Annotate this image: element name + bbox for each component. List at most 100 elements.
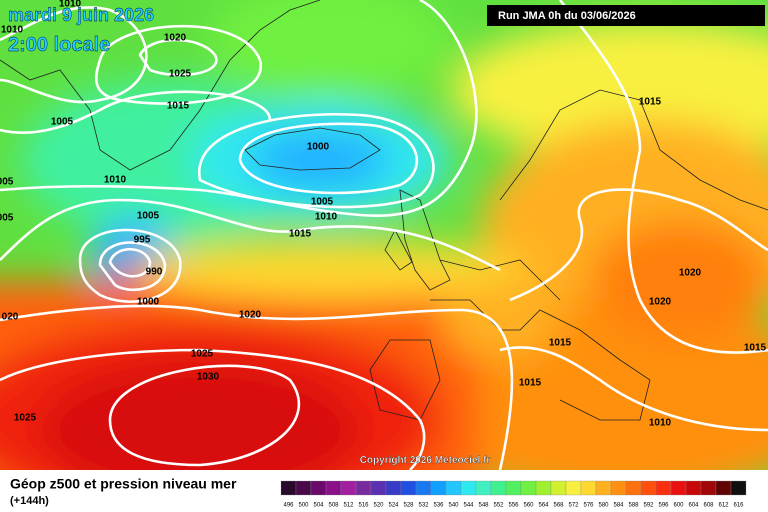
scale-label: 508 — [328, 503, 339, 509]
scale-label: 532 — [418, 503, 429, 509]
scale-label: 572 — [568, 503, 579, 509]
scale-label: 500 — [298, 503, 309, 509]
isobar-label: 1005 — [51, 117, 74, 128]
scale-label: 516 — [358, 503, 369, 509]
isobar-label: 005 — [0, 177, 14, 188]
scale-label: 568 — [553, 503, 564, 509]
scale-swatch — [475, 480, 492, 496]
scale-label: 512 — [343, 503, 354, 509]
scale-label: 584 — [613, 503, 624, 509]
scale-swatch — [385, 480, 402, 496]
scale-label: 576 — [583, 503, 594, 509]
scale-swatch — [370, 480, 387, 496]
scale-label: 524 — [388, 503, 399, 509]
scale-swatch — [295, 480, 312, 496]
scale-label: 520 — [373, 503, 384, 509]
time-label: 2:00 locale — [8, 34, 110, 56]
scale-swatch — [685, 480, 702, 496]
isobar-label: 1015 — [289, 229, 312, 240]
scale-swatch — [715, 480, 732, 496]
scale-swatch — [520, 480, 537, 496]
isobar-label: 1010 — [104, 175, 127, 186]
scale-label: 496 — [283, 503, 294, 509]
scale-swatch — [670, 480, 687, 496]
isobar-label: 1020 — [164, 33, 187, 44]
scale-swatch — [490, 480, 507, 496]
scale-label: 616 — [733, 503, 744, 509]
isobar-label: 1010 — [59, 0, 82, 10]
isobar-label: 1025 — [169, 69, 192, 80]
isobar-label: 1025 — [14, 413, 37, 424]
scale-label: 600 — [673, 503, 684, 509]
run-label: Run JMA 0h du 03/06/2026 — [498, 10, 636, 22]
isobar-label: 1015 — [744, 343, 767, 354]
scale-label: 604 — [688, 503, 699, 509]
isobar-label: 1015 — [549, 338, 572, 349]
scale-swatch — [415, 480, 432, 496]
isobar-label: 995 — [134, 235, 151, 246]
isobar-label: 1030 — [197, 372, 220, 383]
copyright: Copyright 2026 Meteociel.fr — [360, 455, 491, 466]
scale-label: 556 — [508, 503, 519, 509]
scale-swatch — [640, 480, 657, 496]
scale-swatch — [700, 480, 717, 496]
scale-label: 612 — [718, 503, 729, 509]
isobar-label: 1010 — [649, 418, 672, 429]
isobar-label: 1020 — [239, 310, 262, 321]
footer-title: Géop z500 et pression niveau mer — [10, 476, 237, 492]
scale-label: 552 — [493, 503, 504, 509]
scale-swatch — [325, 480, 342, 496]
scale-label: 548 — [478, 503, 489, 509]
scale-swatch — [595, 480, 612, 496]
scale-label: 536 — [433, 503, 444, 509]
scale-label: 588 — [628, 503, 639, 509]
isobar-label: 1005 — [311, 197, 334, 208]
isobar-label: 1020 — [679, 268, 702, 279]
scale-swatch — [430, 480, 447, 496]
isobar-label: 1020 — [649, 297, 672, 308]
run-box — [487, 5, 765, 26]
scale-swatch — [610, 480, 627, 496]
scale-swatch — [505, 480, 522, 496]
isobar-label: 1015 — [167, 101, 190, 112]
scale-swatch — [730, 480, 747, 496]
scale-swatch — [655, 480, 672, 496]
isobar-labels: 1010 1010 1020 1025 1015 1005 1010 005 005 1000 10… — [0, 0, 767, 429]
isobar-label: 1015 — [639, 97, 662, 108]
scale-swatch — [460, 480, 477, 496]
scale-swatch — [550, 480, 567, 496]
scale-swatch — [565, 480, 582, 496]
date-label: mardi 9 juin 2026 — [8, 5, 154, 25]
scale-swatch — [340, 480, 357, 496]
isobars — [0, 0, 768, 470]
isobar-label: 1000 — [307, 142, 330, 153]
scale-label: 596 — [658, 503, 669, 509]
scale-label: 528 — [403, 503, 414, 509]
scale-swatch — [535, 480, 552, 496]
isobar-label: 1010 — [315, 212, 338, 223]
footer-lead: (+144h) — [10, 495, 49, 507]
scale-swatch — [280, 480, 297, 496]
scale-swatch — [445, 480, 462, 496]
scale-label: 592 — [643, 503, 654, 509]
scale-label: 560 — [523, 503, 534, 509]
scale-label: 504 — [313, 503, 324, 509]
isobar-label: 020 — [2, 312, 19, 323]
scale-label: 608 — [703, 503, 714, 509]
isobar-label: 1005 — [137, 211, 160, 222]
isobar-label: 990 — [146, 267, 163, 278]
scale-label: 580 — [598, 503, 609, 509]
scale-swatch — [310, 480, 327, 496]
scale-label: 564 — [538, 503, 549, 509]
scale-swatch — [580, 480, 597, 496]
scale-swatch — [400, 480, 417, 496]
scale-swatch — [355, 480, 372, 496]
coastlines — [0, 0, 768, 421]
isobar-label: 1025 — [191, 349, 214, 360]
isobar-label: 1010 — [1, 25, 24, 36]
isobar-label: 1015 — [519, 378, 542, 389]
scale-swatch — [625, 480, 642, 496]
scale-label: 540 — [448, 503, 459, 509]
